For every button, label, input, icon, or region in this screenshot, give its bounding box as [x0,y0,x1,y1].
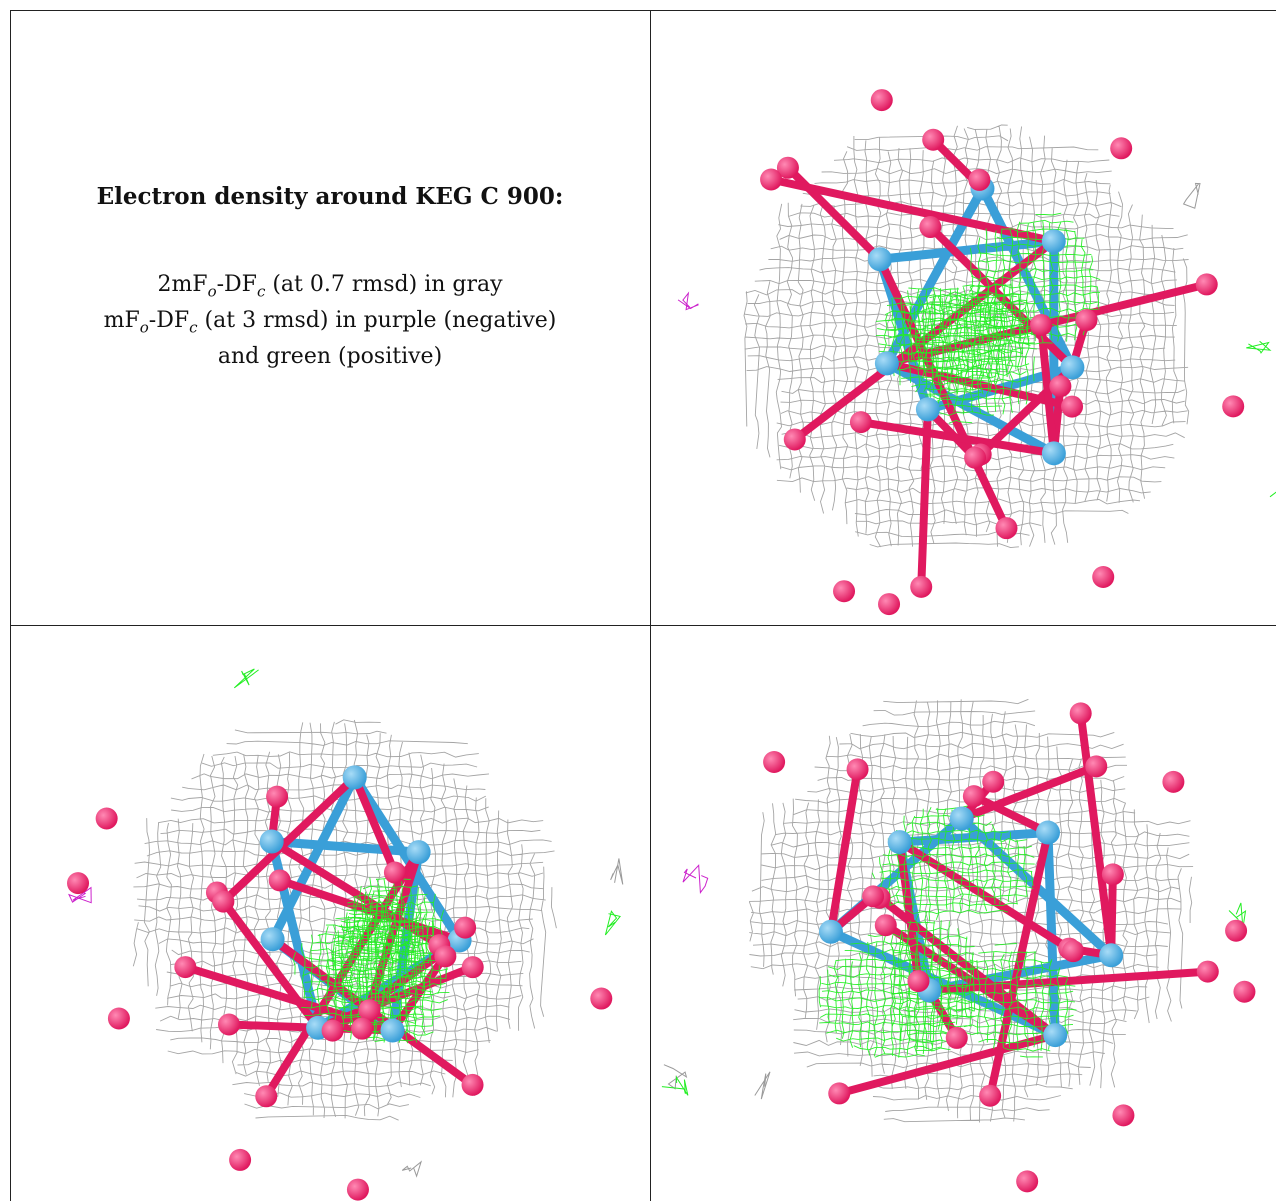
density-panel-bottom-left [11,626,650,1201]
stray-density-fragment [610,858,624,885]
green-density-mesh [968,212,1101,345]
stray-density-fragment [401,1160,423,1178]
stray-density-fragment [663,1064,688,1090]
table-border-center [650,10,651,1201]
atom-spheres [760,89,1245,616]
negative-density-fragment [677,291,699,311]
legend-line-gray: 2mFo-DFc (at 0.7 rmsd) in gray [157,271,503,300]
molecule-density-image [661,698,1256,1193]
atom-spheres [763,702,1256,1193]
stray-density-fragment [1246,340,1272,354]
stray-density-fragment [233,668,259,689]
stray-density-fragment [604,910,621,936]
negative-density-fragment [682,864,709,895]
green-density-mesh [871,805,1035,922]
atom-spheres [67,765,613,1201]
table-border-left [10,10,11,1201]
stray-density-fragment [1269,491,1276,498]
density-panel-top-right [651,11,1276,625]
table-border-middle [10,625,1276,626]
green-density-mesh [875,287,1008,404]
molecule-density-image [67,668,624,1201]
figure-legend: 2mFo-DFc (at 0.7 rmsd) in gray mFo-DFc (… [104,270,557,373]
stray-density-fragment [1182,182,1201,209]
caption-cell: Electron density around KEG C 900: 2mFo-… [10,10,650,625]
stray-density-fragment [754,1071,771,1100]
bond-sticks [181,772,477,1101]
green-density-mesh [952,943,1077,1058]
legend-line-positive: and green (positive) [217,344,443,370]
stray-density-fragment [1228,902,1247,929]
density-panel-bottom-right [651,626,1276,1201]
table-border-top [10,10,1276,11]
stray-density-fragment [661,1075,689,1096]
figure-title: Electron density around KEG C 900: [96,182,564,210]
legend-line-difference: mFo-DFc (at 3 rmsd) in purple (negative) [103,308,557,337]
molecule-density-image [677,89,1276,616]
